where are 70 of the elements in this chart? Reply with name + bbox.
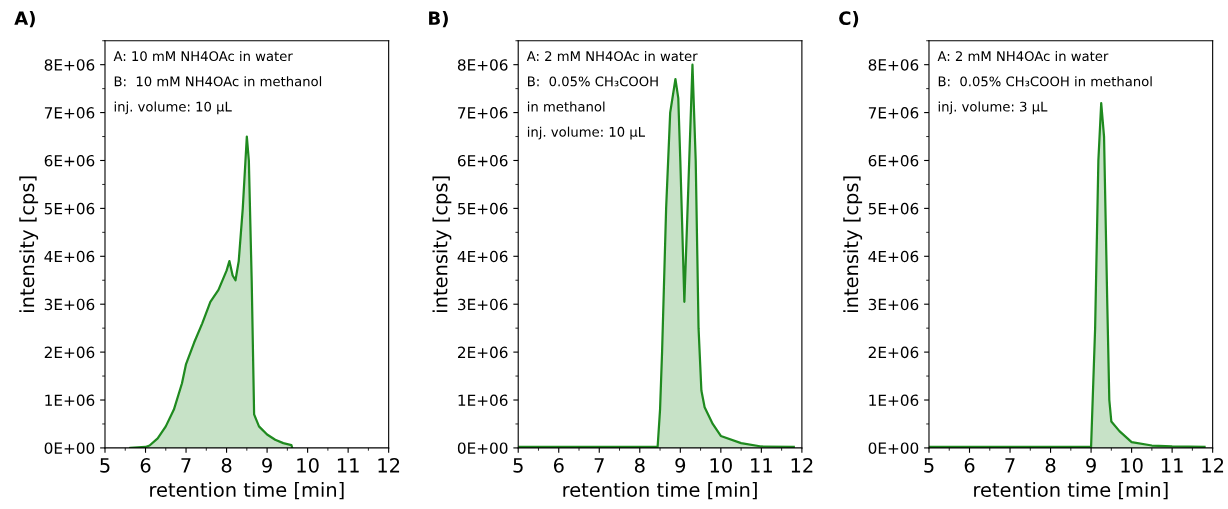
annotation: B: 10 mM NH4OAc in methanol — [114, 76, 322, 87]
annotation: inj. volume: 10 µL — [527, 126, 645, 140]
y-axis-title: intensity [cps] — [19, 176, 39, 312]
x-tick-label: 11 — [1161, 458, 1183, 473]
x-axis-title: retention time [min] — [150, 482, 344, 500]
y-tick-label: 7E+06 — [458, 107, 508, 119]
y-tick-label: 1E+06 — [869, 394, 919, 407]
x-tick-label: 6 — [553, 457, 564, 473]
x-tick-label: 12 — [791, 457, 813, 473]
x-tick-label: 7 — [594, 458, 604, 473]
chart-title: C) — [839, 11, 859, 28]
x-tick-label: 12 — [378, 457, 400, 473]
annotation: in methanol — [527, 101, 605, 112]
y-tick-label: 8E+06 — [457, 59, 508, 71]
x-tick-label: 6 — [140, 457, 151, 473]
y-tick-label: 7E+06 — [44, 107, 95, 119]
y-tick-label: 5E+06 — [458, 202, 508, 215]
annotation: B: 0.05% CH₃COOH in methanol — [938, 76, 1152, 87]
chart-title: B) — [429, 11, 448, 28]
x-tick-label: 9 — [262, 457, 272, 473]
y-tick-label: 5E+06 — [44, 202, 95, 215]
y-tick-label: 8E+06 — [44, 59, 95, 71]
y-tick-label: 0E+00 — [457, 442, 508, 454]
x-tick-label: 7 — [1005, 458, 1015, 473]
x-tick-label: 9 — [1086, 457, 1096, 473]
y-tick-label: 6E+06 — [44, 154, 95, 167]
y-tick-label: 6E+06 — [457, 154, 508, 167]
annotation: A: 2 mM NH4OAc in water — [526, 50, 698, 62]
annotation: inj. volume: 10 µL — [114, 101, 232, 115]
annotation: A: 10 mM NH4OAc in water — [113, 50, 293, 62]
y-tick-label: 3E+06 — [868, 298, 919, 311]
x-tick-label: 5 — [924, 458, 934, 473]
x-tick-label: 8 — [1045, 457, 1056, 473]
y-tick-label: 2E+06 — [868, 346, 919, 359]
x-tick-label: 11 — [751, 458, 772, 473]
x-axis-title: retention time [min] — [563, 482, 757, 500]
y-tick-label: 4E+06 — [457, 250, 508, 263]
x-tick-label: 10 — [710, 457, 732, 473]
annotation: B: 0.05% CH₃COOH — [528, 76, 658, 87]
y-tick-label: 0E+00 — [44, 442, 95, 454]
x-tick-label: 7 — [181, 458, 191, 473]
x-tick-label: 10 — [297, 457, 319, 473]
x-tick-label: 8 — [221, 457, 232, 473]
y-tick-label: 7E+06 — [868, 107, 919, 119]
x-tick-label: 8 — [634, 457, 645, 473]
y-tick-label: 3E+06 — [44, 298, 95, 311]
y-tick-label: 2E+06 — [44, 346, 95, 359]
y-tick-label: 4E+06 — [44, 250, 95, 263]
x-tick-label: 6 — [964, 457, 975, 473]
y-tick-label: 2E+06 — [458, 346, 508, 359]
y-tick-label: 1E+06 — [458, 394, 508, 407]
y-tick-label: 5E+06 — [868, 202, 919, 215]
x-tick-label: 11 — [337, 458, 359, 473]
x-axis-title: retention time [min] — [974, 482, 1168, 500]
x-tick-label: 5 — [513, 458, 523, 473]
x-tick-label: 10 — [1121, 457, 1143, 473]
x-tick-label: 9 — [675, 457, 686, 473]
x-tick-label: 5 — [100, 458, 110, 473]
y-tick-label: 6E+06 — [868, 154, 919, 167]
y-tick-label: 4E+06 — [868, 250, 919, 263]
annotation: A: 2 mM NH4OAc in water — [937, 50, 1109, 62]
y-tick-label: 8E+06 — [868, 59, 919, 71]
annotation: inj. volume: 3 µL — [938, 101, 1048, 115]
y-tick-label: 3E+06 — [458, 298, 508, 311]
y-tick-label: 1E+06 — [45, 394, 95, 407]
y-tick-label: 0E+00 — [868, 442, 919, 454]
x-tick-label: 12 — [1202, 457, 1224, 473]
y-axis-title: intensity [cps] — [432, 176, 452, 312]
chart-title: A) — [14, 11, 35, 28]
y-axis-title: intensity [cps] — [843, 176, 863, 312]
